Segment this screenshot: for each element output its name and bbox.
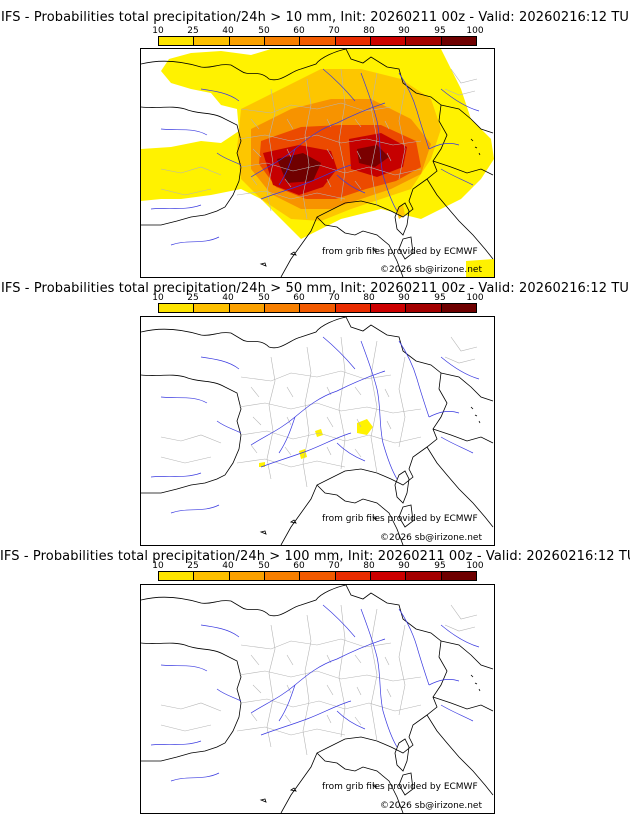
colorbar-tick: 60 [293, 293, 305, 303]
colorbar-tick: 95 [434, 26, 446, 36]
colorbar-tick: 80 [363, 561, 375, 571]
colorbar-cell [370, 304, 407, 312]
colorbar-tick: 10 [152, 293, 164, 303]
colorbar-cell [335, 304, 371, 312]
colorbar-tick: 100 [466, 561, 484, 571]
colorbar-tick: 60 [293, 26, 305, 36]
colorbar-tick: 90 [398, 26, 410, 36]
credit-copyright: ©2026 sb@irizone.net [380, 265, 482, 275]
colorbar-tick: 40 [222, 561, 234, 571]
colorbar-cell [194, 572, 230, 580]
colorbar-tick: 50 [258, 26, 270, 36]
colorbar-cell [229, 572, 265, 580]
colorbar-tick: 100 [466, 293, 484, 303]
precipitation-map-50mm [140, 316, 495, 546]
panel-title: IFS - Probabilities total precipitation/… [0, 549, 630, 564]
colorbar-cell [441, 37, 476, 45]
colorbar-cell [264, 572, 301, 580]
colorbar-cell [300, 304, 336, 312]
map-canvas [141, 317, 494, 545]
colorbar-cell [264, 304, 301, 312]
colorbar-tick: 70 [328, 561, 340, 571]
colorbar-tick: 95 [434, 561, 446, 571]
colorbar-cell [441, 572, 476, 580]
prob-zone-10 [466, 259, 494, 277]
colorbar-cell [335, 572, 371, 580]
colorbar [158, 36, 477, 46]
colorbar [158, 571, 477, 581]
colorbar-cell [370, 572, 407, 580]
colorbar-tick: 70 [328, 26, 340, 36]
colorbar [158, 303, 477, 313]
colorbar-cell [194, 304, 230, 312]
colorbar-tick: 10 [152, 26, 164, 36]
colorbar-cell [194, 37, 230, 45]
prob-zone-10 [259, 462, 265, 467]
panel-title: IFS - Probabilities total precipitation/… [0, 281, 630, 296]
colorbar-cell [406, 304, 442, 312]
colorbar-cell [229, 304, 265, 312]
colorbar-tick: 25 [187, 561, 199, 571]
colorbar-ticks: 10 25 40 50 60 70 80 90 95 100 [140, 561, 500, 571]
colorbar-tick: 90 [398, 293, 410, 303]
precipitation-map-100mm [140, 584, 495, 814]
colorbar-cell [406, 572, 442, 580]
colorbar-cell [441, 304, 476, 312]
colorbar-tick: 25 [187, 293, 199, 303]
colorbar-tick: 60 [293, 561, 305, 571]
colorbar-tick: 95 [434, 293, 446, 303]
panel-title: IFS - Probabilities total precipitation/… [0, 10, 630, 25]
colorbar-tick: 70 [328, 293, 340, 303]
colorbar-cell [264, 37, 301, 45]
colorbar-tick: 40 [222, 293, 234, 303]
colorbar-cell [159, 304, 195, 312]
colorbar-cell [229, 37, 265, 45]
colorbar-tick: 10 [152, 561, 164, 571]
credit-copyright: ©2026 sb@irizone.net [380, 801, 482, 811]
colorbar-tick: 90 [398, 561, 410, 571]
colorbar-tick: 50 [258, 293, 270, 303]
map-canvas [141, 585, 494, 813]
colorbar-tick: 80 [363, 293, 375, 303]
colorbar-cell [406, 37, 442, 45]
colorbar-cell [300, 572, 336, 580]
colorbar-cell [159, 37, 195, 45]
colorbar-cell [335, 37, 371, 45]
colorbar-tick: 25 [187, 26, 199, 36]
map-canvas [141, 49, 494, 277]
precipitation-map-10mm [140, 48, 495, 278]
colorbar-cell [300, 37, 336, 45]
prob-zone-100 [277, 153, 321, 183]
colorbar-ticks: 10 25 40 50 60 70 80 90 95 100 [140, 293, 500, 303]
credit-source: from grib files provided by ECMWF [322, 247, 478, 257]
colorbar-cell [370, 37, 407, 45]
credit-source: from grib files provided by ECMWF [322, 782, 478, 792]
colorbar-tick: 100 [466, 26, 484, 36]
credit-copyright: ©2026 sb@irizone.net [380, 533, 482, 543]
colorbar-tick: 40 [222, 26, 234, 36]
prob-zone-10 [357, 419, 373, 435]
colorbar-cell [159, 572, 195, 580]
basemap [141, 585, 494, 813]
colorbar-tick: 50 [258, 561, 270, 571]
colorbar-ticks: 10 25 40 50 60 70 80 90 95 100 [140, 26, 500, 36]
credit-source: from grib files provided by ECMWF [322, 514, 478, 524]
colorbar-tick: 80 [363, 26, 375, 36]
